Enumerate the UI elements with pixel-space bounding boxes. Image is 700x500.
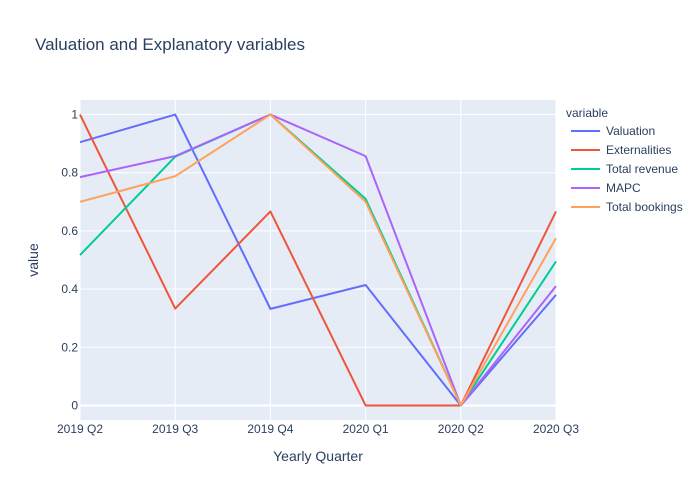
legend-item-total-bookings[interactable]: Total bookings [571,200,683,214]
y-tick-label: 0.4 [61,282,78,296]
y-tick-label: 0.2 [61,340,78,354]
x-tick-label: 2020 Q1 [343,422,389,436]
x-tick-label: 2020 Q2 [438,422,484,436]
y-tick-label: 0 [71,398,78,412]
legend-label: Externalities [606,143,671,157]
legend-label: MAPC [606,181,641,195]
y-tick-label: 1 [71,108,78,122]
x-tick-label: 2019 Q3 [152,422,198,436]
legend-item-externalities[interactable]: Externalities [571,143,671,157]
legend-items[interactable]: Valuation Externalities Total revenue MAPC T… [571,124,683,214]
legend-item-mapc[interactable]: MAPC [571,181,641,195]
legend-item-total-revenue[interactable]: Total revenue [571,162,678,176]
series-lines [79,113,557,407]
x-axis-title: Yearly Quarter [273,448,363,464]
y-tick-label: 0.6 [61,224,78,238]
plot-area [80,100,556,420]
x-tick-label: 2020 Q3 [533,422,579,436]
y-axis-title: value [25,243,41,277]
x-tick-label: 2019 Q2 [57,422,103,436]
x-tick-label: 2019 Q4 [247,422,293,436]
legend-label: Total bookings [606,200,683,214]
gridlines [79,100,557,420]
series-line-total-bookings [79,113,557,407]
series-line-mapc [79,113,557,407]
x-axis-ticks: 2019 Q2 2019 Q3 2019 Q4 2020 Q1 2020 Q2 2020 … [57,422,579,436]
legend[interactable]: variable Valuation Externalities Total rev… [566,106,683,214]
legend-label: Valuation [606,124,655,138]
y-axis-ticks: 0 0.2 0.4 0.6 0.8 1 [61,108,78,413]
legend-item-valuation[interactable]: Valuation [571,124,655,138]
y-tick-label: 0.8 [61,166,78,180]
legend-title: variable [566,106,608,120]
legend-label: Total revenue [606,162,678,176]
series-line-total-revenue [79,113,557,407]
chart-title: Valuation and Explanatory variables [35,35,305,54]
series-line-externalities [79,114,557,407]
